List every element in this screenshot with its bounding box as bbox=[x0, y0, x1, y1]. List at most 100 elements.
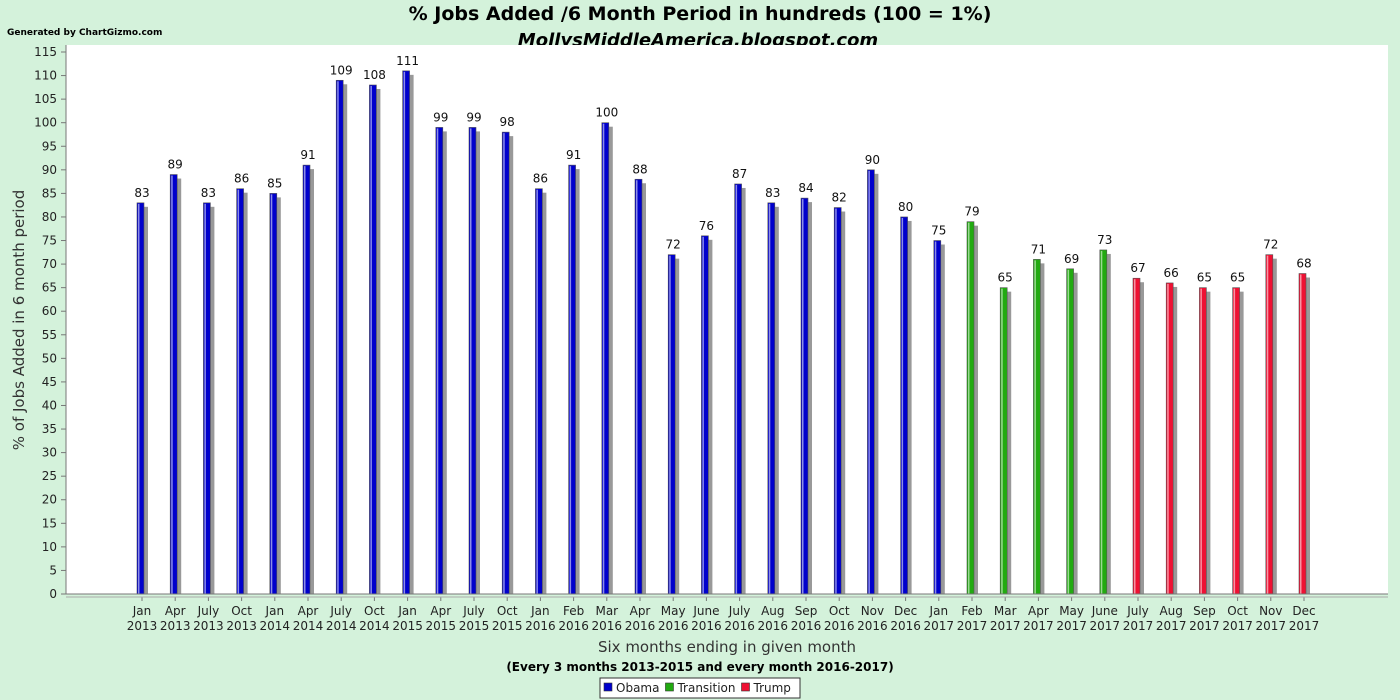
data-label: 80 bbox=[898, 200, 913, 214]
y-tick-label: 75 bbox=[42, 234, 57, 248]
bar-shadow bbox=[572, 169, 580, 594]
x-tick-label-year: 2017 bbox=[957, 619, 988, 633]
x-tick-label-month: Feb bbox=[961, 604, 982, 618]
y-tick-label: 110 bbox=[34, 69, 57, 83]
bar-shadow bbox=[406, 74, 414, 594]
data-label: 109 bbox=[330, 63, 353, 77]
data-label: 111 bbox=[396, 54, 419, 68]
bar-highlight bbox=[968, 222, 970, 595]
x-tick-label-year: 2016 bbox=[791, 619, 822, 633]
x-tick-label-year: 2013 bbox=[160, 619, 191, 633]
y-tick-label: 50 bbox=[42, 351, 57, 365]
x-tick-label-year: 2016 bbox=[625, 619, 656, 633]
x-tick-label-month: Aug bbox=[1159, 604, 1182, 618]
x-tick-label-year: 2017 bbox=[1023, 619, 1054, 633]
bar-highlight bbox=[536, 189, 538, 594]
y-tick-label: 10 bbox=[42, 540, 57, 554]
bar-highlight bbox=[735, 184, 738, 594]
x-tick-label-month: Aug bbox=[761, 604, 784, 618]
bar-highlight bbox=[669, 255, 671, 594]
x-tick-label-year: 2013 bbox=[226, 619, 257, 633]
y-tick-label: 0 bbox=[49, 587, 57, 601]
x-tick-label-year: 2017 bbox=[1256, 619, 1287, 633]
y-tick-label: 35 bbox=[42, 422, 57, 436]
y-tick-label: 60 bbox=[42, 304, 57, 318]
x-tick-label-year: 2014 bbox=[293, 619, 324, 633]
x-tick-label-year: 2015 bbox=[492, 619, 523, 633]
x-tick-label-month: Dec bbox=[1292, 604, 1315, 618]
data-label: 83 bbox=[201, 186, 216, 200]
x-tick-label-month: Apr bbox=[165, 604, 186, 618]
x-tick-label-year: 2013 bbox=[193, 619, 224, 633]
x-axis-note: (Every 3 months 2013-2015 and every mont… bbox=[506, 660, 893, 674]
bar-highlight bbox=[1200, 288, 1202, 594]
bar-highlight bbox=[138, 203, 140, 595]
data-label: 75 bbox=[931, 224, 946, 238]
bar-highlight bbox=[934, 241, 937, 595]
bar-highlight bbox=[1266, 255, 1269, 594]
data-label: 84 bbox=[798, 181, 813, 195]
bar-shadow bbox=[937, 244, 945, 595]
x-tick-label-year: 2017 bbox=[1156, 619, 1187, 633]
data-label: 76 bbox=[699, 219, 714, 233]
x-tick-label-year: 2017 bbox=[1090, 619, 1121, 633]
data-label: 71 bbox=[1031, 242, 1046, 256]
bar-shadow bbox=[1070, 272, 1078, 594]
x-tick-label-year: 2017 bbox=[1222, 619, 1253, 633]
bar-shadow bbox=[1004, 291, 1012, 594]
data-label: 65 bbox=[1197, 271, 1212, 285]
bar-highlight bbox=[1001, 288, 1003, 594]
data-label: 68 bbox=[1296, 257, 1311, 271]
x-tick-label-year: 2013 bbox=[127, 619, 158, 633]
bar-shadow bbox=[838, 211, 846, 594]
plot-area bbox=[66, 45, 1388, 594]
y-axis-title: % of Jobs Added in 6 month period bbox=[10, 190, 28, 451]
y-axis: 0 5 10 15 20 25 30 35 40 45 50 55 60 65 70 75 80 85 90 95 10… bbox=[34, 45, 66, 601]
y-tick-label: 95 bbox=[42, 139, 57, 153]
legend-swatch bbox=[665, 682, 674, 692]
x-tick-label-year: 2017 bbox=[1056, 619, 1087, 633]
x-tick-label-year: 2017 bbox=[924, 619, 955, 633]
bar-shadow bbox=[506, 136, 514, 594]
x-tick-label-month: Apr bbox=[630, 604, 651, 618]
bar-highlight bbox=[337, 81, 339, 594]
bar-shadow bbox=[771, 206, 779, 595]
data-label: 67 bbox=[1130, 261, 1145, 275]
bar-shadow bbox=[1269, 258, 1277, 594]
bars-group bbox=[136, 70, 1310, 595]
x-tick-label-month: Oct bbox=[364, 604, 385, 618]
y-tick-label: 65 bbox=[42, 281, 57, 295]
bar-highlight bbox=[370, 85, 372, 594]
data-label: 82 bbox=[832, 191, 847, 205]
bar-highlight bbox=[270, 194, 273, 595]
y-tick-label: 90 bbox=[42, 163, 57, 177]
bar-highlight bbox=[1067, 269, 1070, 594]
data-label: 87 bbox=[732, 167, 747, 181]
x-tick-label-month: Jan bbox=[530, 604, 550, 618]
bar-highlight bbox=[835, 208, 837, 594]
x-tick-label-year: 2015 bbox=[459, 619, 490, 633]
x-tick-label-year: 2014 bbox=[260, 619, 291, 633]
y-tick-label: 15 bbox=[42, 516, 57, 530]
x-tick-label-month: Jan bbox=[929, 604, 949, 618]
data-label: 108 bbox=[363, 68, 386, 82]
bar-highlight bbox=[802, 199, 804, 594]
bar-highlight bbox=[1100, 250, 1103, 595]
x-tick-label-year: 2015 bbox=[426, 619, 457, 633]
bar-shadow bbox=[738, 187, 746, 594]
bar-shadow bbox=[473, 131, 480, 594]
bar-highlight bbox=[1134, 279, 1136, 594]
bar-shadow bbox=[340, 84, 348, 594]
x-tick-label-month: July bbox=[329, 604, 352, 618]
x-tick-label-month: Nov bbox=[1259, 604, 1282, 618]
x-tick-label-year: 2016 bbox=[558, 619, 589, 633]
y-tick-label: 115 bbox=[34, 45, 57, 59]
bar-highlight bbox=[636, 180, 638, 594]
x-tick-label-year: 2016 bbox=[857, 619, 888, 633]
bar-shadow bbox=[805, 202, 812, 594]
x-tick-label-month: Apr bbox=[1028, 604, 1049, 618]
bar-shadow bbox=[539, 192, 547, 594]
data-label: 86 bbox=[234, 172, 249, 186]
y-tick-label: 70 bbox=[42, 257, 57, 271]
